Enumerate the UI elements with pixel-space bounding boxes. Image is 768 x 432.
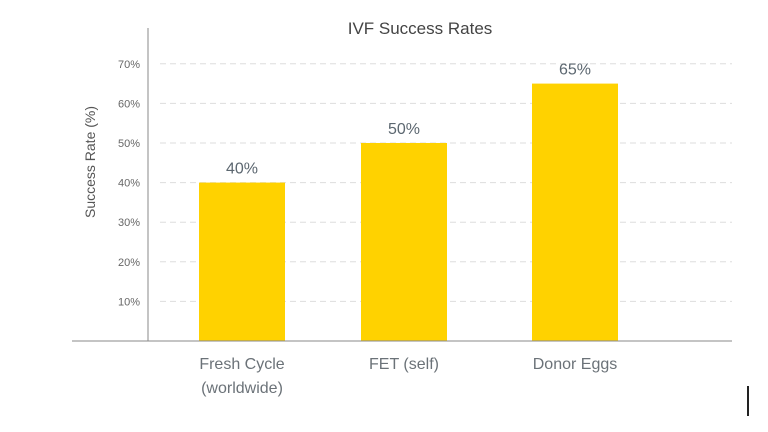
y-tick-label: 60% [118,98,140,110]
y-tick-label: 40% [118,178,140,190]
text-cursor [747,386,749,416]
bars [199,83,618,341]
bar [532,83,618,341]
bar [361,143,447,341]
data-labels: 40% 50% 65% [226,62,591,178]
y-tick-label: 50% [118,138,140,150]
axes [72,28,732,342]
y-axis-title: Success Rate (%) [82,106,98,218]
y-tick-label: 20% [118,257,140,269]
data-label: 50% [388,121,420,138]
bar [199,182,285,341]
data-label: 40% [226,161,258,178]
data-label: 65% [559,62,591,79]
y-tick-label: 70% [118,59,140,71]
chart-title: IVF Success Rates [348,19,493,38]
x-category-labels: Fresh Cycle (worldwide) FET (self) Donor Eg… [199,356,617,397]
y-tick-label: 10% [118,296,140,308]
y-tick-labels: 10% 20% 30% 40% 50% 60% 70% [118,59,140,309]
y-tick-label: 30% [118,217,140,229]
x-category-label: (worldwide) [201,380,283,397]
x-category-label: Fresh Cycle [199,356,284,373]
x-category-label: FET (self) [369,356,439,373]
x-category-label: Donor Eggs [533,356,618,373]
